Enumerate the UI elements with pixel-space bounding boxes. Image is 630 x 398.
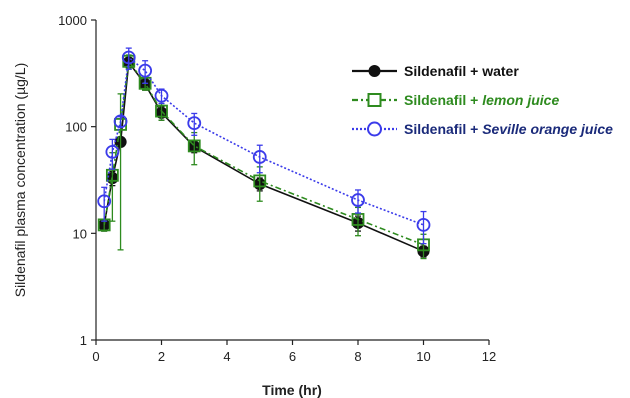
legend-label: Sildenafil + Seville orange juice [404,121,613,137]
data-point [187,116,202,131]
data-point [121,50,136,65]
data-point [97,194,112,209]
data-point [154,88,169,103]
data-point [351,213,365,226]
legend-label: Sildenafil + water [404,63,519,79]
legend-marker [367,93,382,107]
data-point [138,63,153,78]
ticks: 0 2 4 6 8 10 12 1 10 100 1000 [58,13,496,364]
x-tick-label: 2 [158,349,165,364]
y-axis-title: Sildenafil plasma concentration (µg/L) [12,63,28,298]
legend-marker [367,121,382,137]
x-tick-label: 4 [223,349,230,364]
data-point [113,114,128,129]
series-3 [97,47,431,245]
legend-item-3: Sildenafil + Seville orange juice [352,121,613,137]
legend: Sildenafil + water Sildenafil + lemon jui… [352,63,613,137]
legend-item-1: Sildenafil + water [352,63,519,79]
x-axis-title: Time (hr) [262,382,322,398]
legend-label-italic: Seville orange juice [482,121,613,137]
data-point [105,145,120,159]
x-tick-label: 8 [354,349,361,364]
legend-label-text: Sildenafil + [404,92,482,108]
x-tick-label: 10 [416,349,430,364]
data-point [105,168,119,182]
series-3-line [103,55,424,226]
data-point [416,217,431,232]
data-point [351,193,365,207]
legend-label-text: Sildenafil + [404,121,482,137]
legend-marker [368,65,381,77]
x-tick-label: 6 [289,349,296,364]
x-tick-label: 12 [482,349,496,364]
series [97,47,431,260]
data-point [252,150,267,164]
y-tick-label: 100 [65,120,87,135]
series-1 [98,56,430,258]
series-1-line [103,60,424,252]
data-point [155,104,168,118]
y-tick-label: 1 [80,333,87,348]
data-point [253,174,267,188]
y-tick-label: 1000 [58,13,87,28]
y-tick-label: 10 [73,226,87,241]
x-tick-label: 0 [92,349,99,364]
legend-label-text: Sildenafil + water [404,63,519,79]
legend-label: Sildenafil + lemon juice [404,92,559,108]
legend-item-2: Sildenafil + lemon juice [352,92,559,108]
data-point [187,139,201,153]
legend-label-italic: lemon juice [482,92,559,108]
